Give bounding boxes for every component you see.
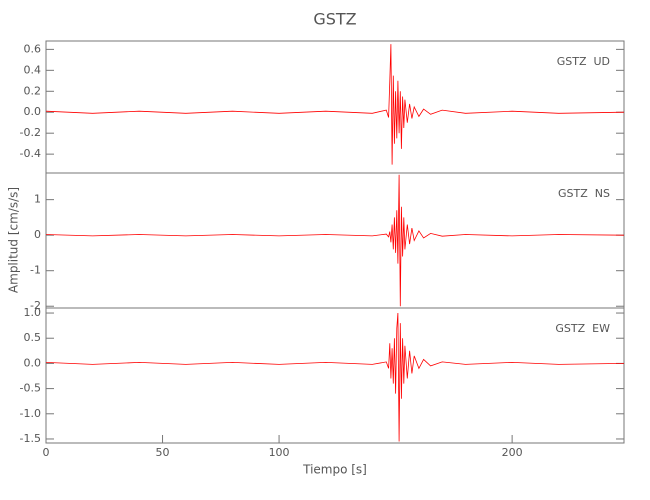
y-tick-label: -1.5 [20,432,41,445]
y-tick-label: 0.0 [24,356,42,369]
chart-title: GSTZ [313,10,356,29]
y-tick-label: 0.4 [24,63,42,76]
y-tick-label: -0.5 [20,382,41,395]
y-tick-label: 0.2 [24,84,42,97]
x-axis-label: Tiempo [s] [302,463,367,477]
panel-annotation: GSTZ EW [555,322,610,335]
panel-frame [45,307,625,444]
y-tick-label: -2 [30,299,41,312]
y-tick-label: -1.0 [20,407,41,420]
y-axis-label: Amplitud [cm/s/s] [7,187,21,293]
x-tick-label: 0 [43,446,50,459]
waveform [45,174,625,307]
y-tick-label: 0.5 [24,331,42,344]
y-tick-label: -1 [30,264,41,277]
x-tick-label: 50 [156,446,170,459]
panel-annotation: GSTZ NS [558,187,610,200]
panel-frame [45,40,625,174]
x-tick-label: 100 [269,446,290,459]
y-tick-label: 0.0 [24,105,42,118]
y-tick-label: 0 [34,228,41,241]
y-tick-label: 1 [34,193,41,206]
waveform [45,312,625,442]
panel-frame [45,172,625,309]
y-tick-label: -0.4 [20,147,41,160]
y-tick-label: 1.0 [24,306,42,319]
panel-annotation: GSTZ UD [557,55,610,68]
y-tick-label: -0.2 [20,126,41,139]
waveform [45,44,625,165]
y-tick-label: 0.6 [24,42,42,55]
x-tick-label: 200 [502,446,523,459]
